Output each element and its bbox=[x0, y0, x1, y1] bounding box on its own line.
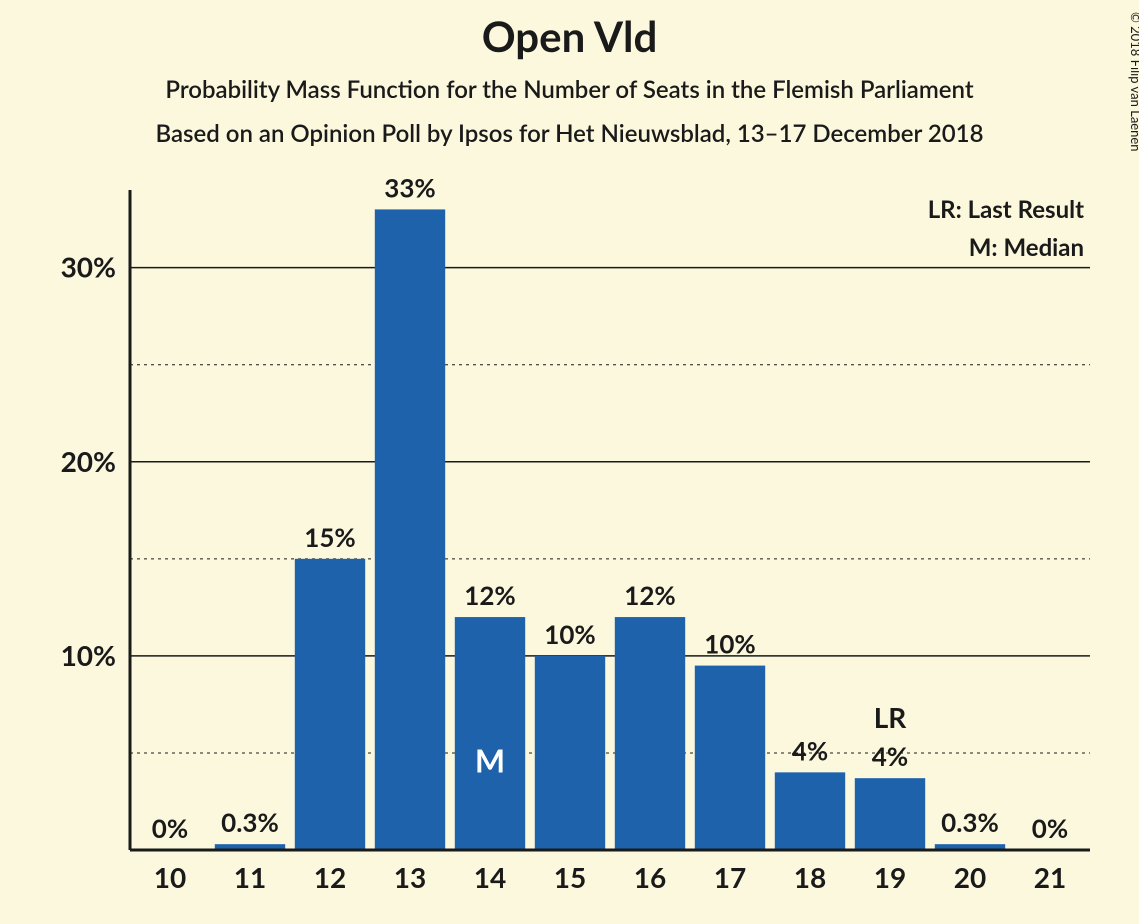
bar-value-label: 4% bbox=[792, 734, 828, 766]
bar-value-label: 10% bbox=[704, 628, 755, 660]
x-tick-label: 16 bbox=[634, 860, 666, 894]
bar-value-label: 0% bbox=[1032, 812, 1068, 844]
chart-root: Open Vld Probability Mass Function for th… bbox=[0, 0, 1139, 924]
bar-value-label: 15% bbox=[304, 521, 355, 553]
bar bbox=[375, 209, 445, 850]
bar-value-label: 0% bbox=[152, 812, 188, 844]
bar-value-label: 4% bbox=[872, 740, 908, 772]
bar bbox=[455, 617, 525, 850]
bar-value-label: 0.3% bbox=[221, 806, 279, 838]
bar bbox=[775, 772, 845, 850]
bar bbox=[295, 559, 365, 850]
bar-value-label: 12% bbox=[464, 579, 515, 611]
x-tick-label: 15 bbox=[554, 860, 586, 894]
legend-lr: LR: Last Result bbox=[928, 195, 1084, 224]
x-tick-label: 11 bbox=[234, 860, 266, 894]
bar-value-label: 12% bbox=[624, 579, 675, 611]
bar-value-label: 0.3% bbox=[941, 806, 999, 838]
last-result-marker: LR bbox=[874, 700, 908, 734]
x-tick-label: 10 bbox=[154, 860, 186, 894]
x-tick-label: 19 bbox=[874, 860, 906, 894]
copyright-text: © 2018 Filip van Laenen bbox=[1128, 12, 1139, 152]
y-tick-label: 10% bbox=[61, 638, 116, 672]
y-tick-label: 20% bbox=[61, 444, 116, 478]
legend-m: M: Median bbox=[969, 233, 1084, 262]
y-tick-label: 30% bbox=[61, 250, 116, 284]
x-tick-label: 14 bbox=[474, 860, 506, 894]
bar bbox=[695, 666, 765, 850]
x-tick-label: 20 bbox=[954, 860, 986, 894]
chart-subtitle-2: Based on an Opinion Poll by Ipsos for He… bbox=[155, 119, 983, 148]
x-tick-label: 17 bbox=[714, 860, 746, 894]
bar bbox=[855, 778, 925, 850]
x-tick-label: 21 bbox=[1034, 860, 1066, 894]
median-marker: M bbox=[475, 740, 505, 779]
bar-value-label: 33% bbox=[384, 171, 435, 203]
bar-value-label: 10% bbox=[544, 618, 595, 650]
x-tick-label: 13 bbox=[394, 860, 426, 894]
bar bbox=[615, 617, 685, 850]
chart-title: Open Vld bbox=[482, 11, 658, 61]
x-tick-label: 12 bbox=[314, 860, 346, 894]
bar bbox=[535, 656, 605, 850]
chart-subtitle-1: Probability Mass Function for the Number… bbox=[165, 75, 973, 104]
x-tick-label: 18 bbox=[794, 860, 826, 894]
